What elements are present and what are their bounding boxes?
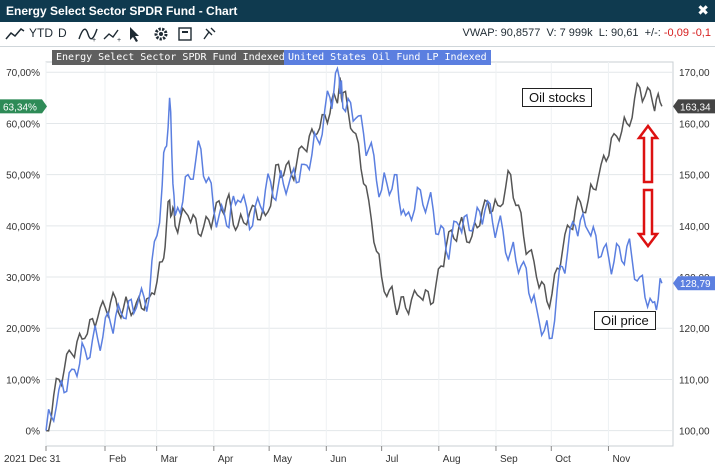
right-last-value-label-1-pointer: [673, 99, 678, 114]
line-chart-icon[interactable]: [4, 25, 26, 43]
low-value: L: 90,61: [598, 27, 639, 39]
right-last-value-label-2-pointer: [673, 276, 678, 291]
left-axis-tick-label: 10,00%: [6, 375, 40, 386]
series-line-oil-fund: [45, 65, 663, 431]
left-axis-tick-label: 40,00%: [6, 222, 40, 233]
left-last-value-label: 63,34%: [3, 102, 37, 113]
svg-text:+: +: [117, 37, 121, 43]
left-axis-tick-label: 50,00%: [6, 171, 40, 182]
settings-icon[interactable]: [150, 25, 172, 43]
volume-value: V: 7 999k: [546, 27, 593, 39]
right-axis-tick-label: 100,00: [679, 427, 710, 438]
x-axis-tick-label: Oct: [555, 454, 571, 465]
right-last-value-label-1-box: [678, 99, 715, 114]
pin-icon[interactable]: [198, 25, 220, 43]
export-icon[interactable]: [174, 25, 196, 43]
close-icon[interactable]: ✖: [697, 2, 709, 18]
toolbar: YTD D + + VWAP: 90,8577 V: 7 999k L: 90,…: [0, 22, 715, 47]
left-axis-tick-label: 60,00%: [6, 119, 40, 130]
x-axis-tick-label: Sep: [500, 454, 518, 465]
arrow-down: [636, 188, 660, 249]
plot-area: [45, 61, 674, 447]
right-axis-tick-label: 160,00: [679, 119, 710, 130]
interval-selector[interactable]: D: [58, 26, 67, 40]
right-axis-tick-label: 120,00: [679, 324, 710, 335]
annotation-oil-stocks: Oil stocks: [522, 88, 593, 107]
right-axis-tick-label: 170,00: [679, 68, 710, 79]
series-line-energy-fund: [45, 77, 663, 432]
cursor-icon[interactable]: [125, 25, 147, 43]
legend-series2[interactable]: United States Oil Fund LP Indexed: [284, 50, 491, 65]
indicator-icon[interactable]: +: [77, 25, 99, 43]
left-last-value-label-box: [0, 99, 42, 114]
vwap-value: VWAP: 90,8577: [462, 27, 541, 39]
price-chart[interactable]: 0% 10,00% 20,00% 30,00% 40,00% 50,00% 60,00% 70…: [0, 46, 715, 468]
legend-series1[interactable]: Energy Select Sector SPDR Fund Indexed: [52, 50, 289, 65]
left-axis-tick-label: 0%: [26, 427, 41, 438]
quote-stats: VWAP: 90,8577 V: 7 999k L: 90,61 +/-: -0…: [463, 27, 711, 39]
x-axis-tick-label: May: [273, 454, 292, 465]
x-axis-tick-label: Jul: [386, 454, 399, 465]
right-last-value-label-2: 128,79: [680, 279, 711, 290]
right-axis-tick-label: 140,00: [679, 222, 710, 233]
x-axis-tick-label: Feb: [109, 454, 127, 465]
window-title: Energy Select Sector SPDR Fund - Chart: [6, 4, 238, 18]
x-axis-tick-label: Nov: [612, 454, 630, 465]
x-axis-tick-label: Apr: [218, 454, 234, 465]
right-axis-tick-label: 110,00: [679, 375, 709, 386]
right-last-value-label-2-box: [678, 276, 715, 291]
arrow-up: [636, 123, 660, 184]
title-bar: Energy Select Sector SPDR Fund - Chart ✖: [0, 0, 715, 22]
period-selector[interactable]: YTD: [29, 26, 53, 40]
change-pct-value: -0,1: [692, 27, 711, 39]
x-axis-tick-label: Mar: [161, 454, 179, 465]
change-label: +/-:: [644, 27, 661, 39]
right-last-value-label-1: 163,34: [680, 102, 711, 113]
x-axis-tick-label: Jun: [330, 454, 346, 465]
left-axis-tick-label: 30,00%: [6, 273, 40, 284]
x-axis-tick-label: Aug: [443, 454, 461, 465]
left-axis-tick-label: 20,00%: [6, 324, 40, 335]
draw-trend-icon[interactable]: +: [102, 25, 124, 43]
right-axis-tick-label: 150,00: [679, 171, 710, 182]
annotation-oil-price: Oil price: [594, 311, 656, 330]
x-axis-tick-label: 2021 Dec 31: [4, 454, 61, 465]
svg-text:+: +: [92, 37, 96, 43]
change-abs-value: -0,09: [663, 27, 689, 39]
left-axis-tick-label: 70,00%: [6, 68, 40, 79]
left-last-value-label-pointer: [42, 99, 47, 114]
